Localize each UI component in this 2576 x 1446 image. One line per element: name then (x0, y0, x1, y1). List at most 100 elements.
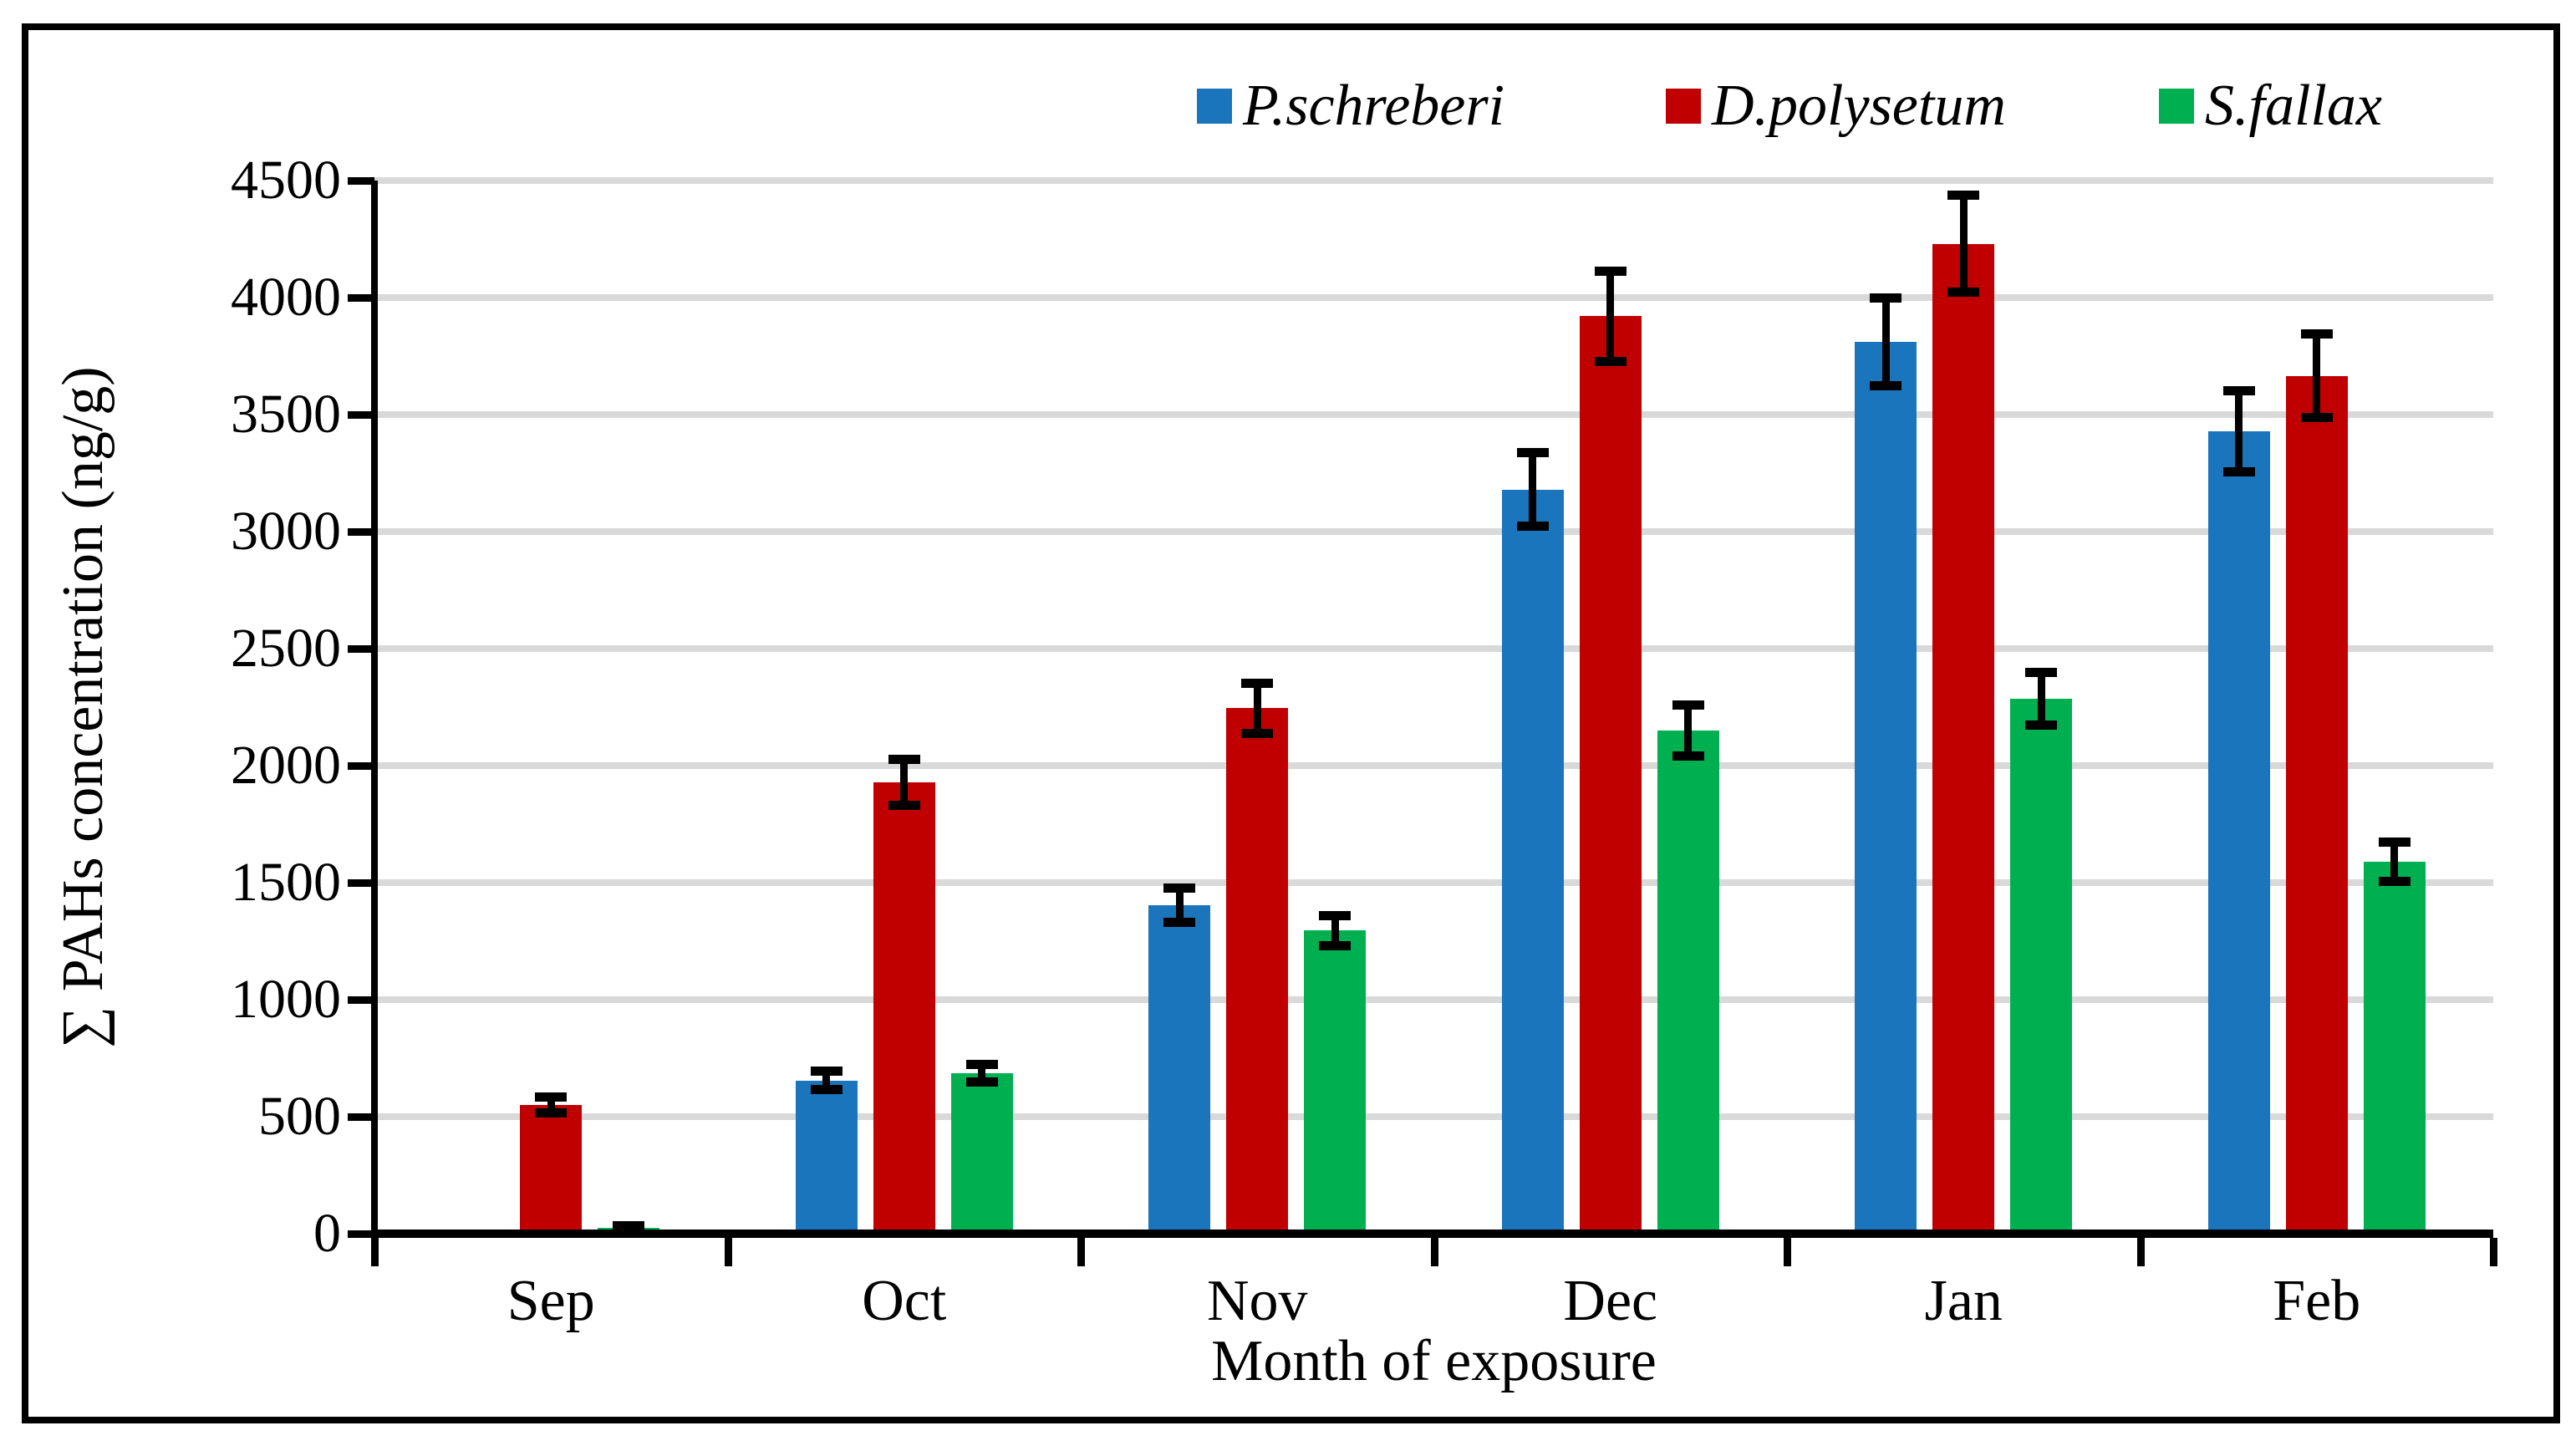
x-axis-title: Month of exposure (1211, 1329, 1657, 1393)
y-tick-label: 4000 (231, 267, 341, 328)
x-tick-label: Jan (1924, 1269, 2003, 1333)
bar (1579, 316, 1642, 1234)
error-bar-cap (2222, 385, 2255, 395)
y-tick-label: 3500 (231, 384, 341, 445)
error-bar-stem (1959, 194, 1968, 293)
y-tick-label: 2000 (231, 735, 341, 796)
bar (1932, 243, 1995, 1234)
bar (1148, 904, 1211, 1234)
bar (950, 1073, 1013, 1234)
error-bar-stem (1331, 915, 1339, 946)
error-bar-cap (1947, 288, 1980, 298)
gridline (374, 177, 2493, 184)
y-tick (348, 996, 374, 1004)
x-tick-label: Feb (2273, 1269, 2361, 1333)
y-axis-line (371, 181, 378, 1242)
legend-label: P.schreberi (1243, 74, 1505, 138)
error-bar-cap (2222, 466, 2255, 476)
gridline (374, 294, 2493, 301)
bar (2363, 861, 2426, 1234)
error-bar-cap (1947, 190, 1980, 200)
x-axis-line (371, 1230, 2493, 1238)
error-bar-cap (1319, 940, 1352, 950)
error-bar-cap (965, 1060, 998, 1069)
bar (520, 1105, 583, 1234)
error-bar-cap (1870, 381, 1902, 391)
error-bar-cap (1163, 917, 1196, 927)
error-bar-cap (2300, 329, 2333, 339)
y-tick (348, 645, 374, 653)
y-tick (348, 294, 374, 302)
y-tick (348, 528, 374, 536)
error-bar-cap (535, 1092, 568, 1102)
legend-label: S.fallax (2205, 74, 2382, 138)
error-bar-stem (2037, 672, 2045, 726)
x-tick (2490, 1238, 2497, 1266)
y-tick-label: 500 (258, 1086, 341, 1147)
error-bar-cap (1241, 678, 1274, 688)
legend-label: D.polysetum (1712, 74, 2006, 138)
bar (2010, 699, 2073, 1234)
error-bar-cap (1672, 751, 1704, 761)
x-tick (724, 1238, 732, 1266)
x-tick-label: Sep (507, 1269, 595, 1333)
bar (2207, 430, 2270, 1234)
error-bar-cap (1594, 357, 1627, 366)
y-tick (348, 879, 374, 887)
x-tick (2136, 1238, 2145, 1266)
error-bar-cap (613, 1220, 645, 1230)
error-bar-cap (2378, 876, 2411, 886)
x-tick-label: Dec (1563, 1269, 1658, 1333)
bar (1226, 708, 1289, 1234)
bar (2285, 375, 2348, 1234)
y-tick-label: 2500 (231, 618, 341, 679)
gridline (374, 645, 2493, 652)
error-bar-cap (1241, 729, 1274, 739)
y-tick-label: 1500 (231, 852, 341, 913)
error-bar-cap (535, 1107, 568, 1118)
error-bar-stem (1606, 270, 1615, 362)
legend-swatch (1666, 89, 1701, 124)
error-bar-cap (1870, 293, 1902, 303)
error-bar-stem (2235, 390, 2243, 472)
y-tick-label: 0 (313, 1203, 341, 1264)
error-bar-cap (1516, 447, 1549, 457)
bar (1501, 489, 1564, 1234)
error-bar-cap (1319, 911, 1352, 921)
bar (873, 782, 935, 1234)
error-bar-cap (1516, 522, 1549, 532)
error-bar-stem (1529, 451, 1537, 527)
error-bar-stem (2390, 842, 2399, 882)
gridline (374, 879, 2493, 886)
error-bar-cap (2025, 668, 2058, 677)
bar (1657, 731, 1719, 1234)
error-bar-cap (810, 1084, 843, 1094)
y-tick-label: 4500 (231, 150, 341, 211)
error-bar-cap (1672, 700, 1704, 710)
gridline (374, 528, 2493, 535)
y-tick (348, 762, 374, 770)
bar (1855, 342, 1917, 1234)
x-tick-label: Nov (1206, 1269, 1308, 1333)
bar (795, 1080, 858, 1234)
error-bar-stem (978, 1064, 986, 1083)
y-tick (348, 177, 374, 185)
y-tick-label: 3000 (231, 501, 341, 562)
error-bar-stem (822, 1071, 831, 1090)
y-tick (348, 411, 374, 419)
error-bar-stem (1175, 887, 1184, 923)
error-bar-cap (1163, 883, 1196, 893)
error-bar-cap (2300, 413, 2333, 423)
gridline (374, 411, 2493, 418)
error-bar-stem (1253, 682, 1261, 735)
error-bar-stem (2313, 333, 2321, 419)
error-bar-cap (2025, 720, 2058, 731)
error-bar-cap (965, 1077, 998, 1087)
bar (1304, 930, 1367, 1234)
y-tick-label: 1000 (231, 969, 341, 1030)
error-bar-cap (1594, 266, 1627, 276)
x-tick (1430, 1238, 1438, 1266)
x-tick (371, 1238, 379, 1266)
y-tick (348, 1113, 374, 1121)
